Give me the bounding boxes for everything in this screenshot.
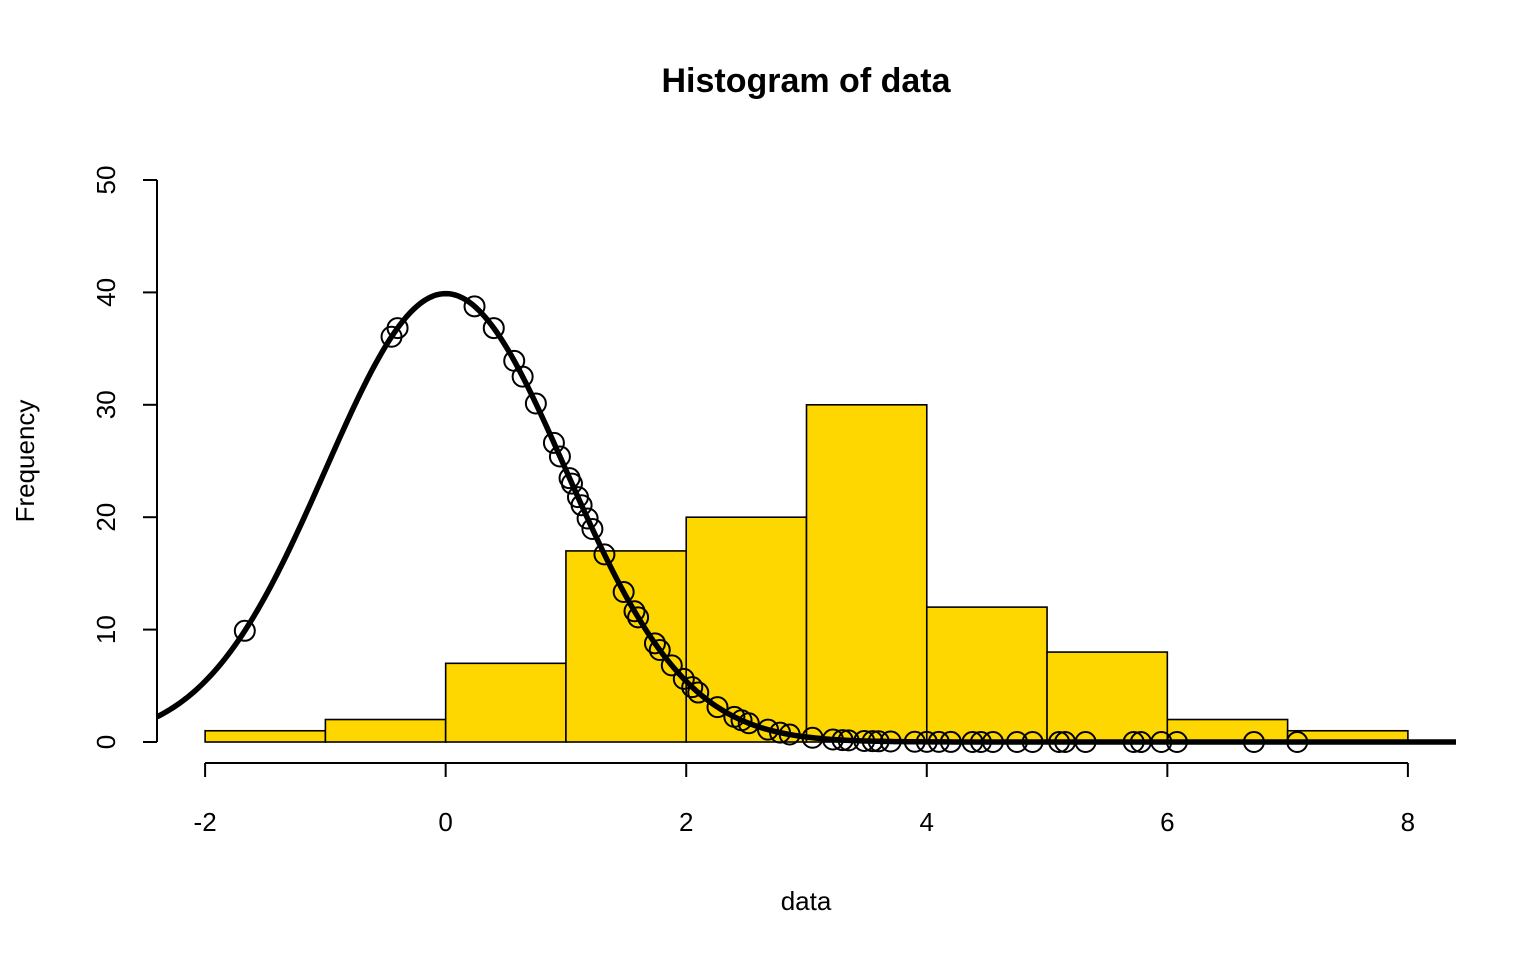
histogram-bar	[204, 729, 327, 743]
histogram-bar	[805, 403, 928, 743]
density-point	[643, 632, 666, 655]
density-point	[1048, 730, 1071, 753]
density-point	[511, 365, 534, 388]
density-point	[927, 730, 950, 753]
density-point	[648, 639, 671, 662]
density-point	[233, 619, 256, 642]
density-point	[672, 667, 695, 690]
density-point	[939, 730, 962, 753]
density-point	[623, 600, 646, 623]
density-point	[769, 721, 792, 744]
y-tick-label: 30	[91, 390, 121, 419]
x-tick-label: -2	[194, 807, 217, 837]
density-point	[1122, 730, 1145, 753]
density-point	[386, 317, 409, 340]
density-point	[903, 730, 926, 753]
density-point	[821, 728, 844, 751]
density-point	[1074, 730, 1097, 753]
x-tick-label: 6	[1160, 807, 1174, 837]
density-point	[1286, 731, 1309, 753]
density-point	[1005, 730, 1028, 753]
density-point	[627, 606, 650, 629]
y-tick-label: 50	[91, 166, 121, 195]
density-point	[542, 431, 565, 454]
density-point	[831, 729, 854, 752]
density-point	[1165, 731, 1188, 753]
density-points	[233, 295, 1309, 753]
x-tick-label: 8	[1401, 807, 1415, 837]
density-point	[853, 729, 876, 752]
y-tick-label: 40	[91, 278, 121, 307]
density-point	[981, 730, 1004, 753]
density-point	[861, 730, 884, 753]
density-point	[570, 494, 593, 517]
y-tick-label: 0	[91, 735, 121, 749]
density-curve	[155, 290, 1456, 745]
density-point	[612, 581, 635, 604]
x-tick-label: 2	[679, 807, 693, 837]
histogram-bar	[444, 662, 567, 743]
density-point	[915, 730, 938, 753]
x-tick-label: 0	[438, 807, 452, 837]
histogram-bar	[1046, 651, 1169, 743]
density-point	[482, 317, 505, 340]
density-point	[1242, 731, 1265, 753]
density-curve-layer	[155, 290, 1456, 745]
density-point	[706, 696, 729, 719]
density-point	[757, 718, 780, 741]
density-point	[687, 681, 710, 704]
density-point	[737, 712, 760, 735]
density-point	[548, 445, 571, 468]
density-point	[581, 517, 604, 540]
x-axis-label: data	[781, 886, 832, 916]
density-point	[867, 730, 890, 753]
density-point	[593, 543, 616, 566]
histogram-bar	[685, 516, 808, 743]
density-point	[524, 392, 547, 415]
density-point	[879, 730, 902, 753]
y-axis: 0 10 20 30 40 50	[91, 166, 158, 749]
density-point	[576, 507, 599, 530]
y-axis-label: Frequency	[10, 400, 40, 523]
histogram-bar	[925, 606, 1048, 743]
density-point	[463, 295, 486, 318]
density-point	[560, 472, 583, 495]
histogram-bars	[204, 403, 1409, 743]
density-point	[837, 729, 860, 752]
x-tick-label: 4	[920, 807, 934, 837]
histogram-bar	[324, 718, 447, 743]
chart-title: Histogram of data	[661, 62, 951, 100]
y-tick-label: 10	[91, 615, 121, 644]
y-tick-label: 20	[91, 503, 121, 532]
density-point	[1021, 730, 1044, 753]
x-axis: -2 0 2 4 6 8	[194, 762, 1415, 837]
density-point	[681, 676, 704, 699]
density-point	[778, 723, 801, 746]
density-point	[1150, 731, 1173, 753]
density-point	[660, 654, 683, 677]
density-point	[969, 730, 992, 753]
